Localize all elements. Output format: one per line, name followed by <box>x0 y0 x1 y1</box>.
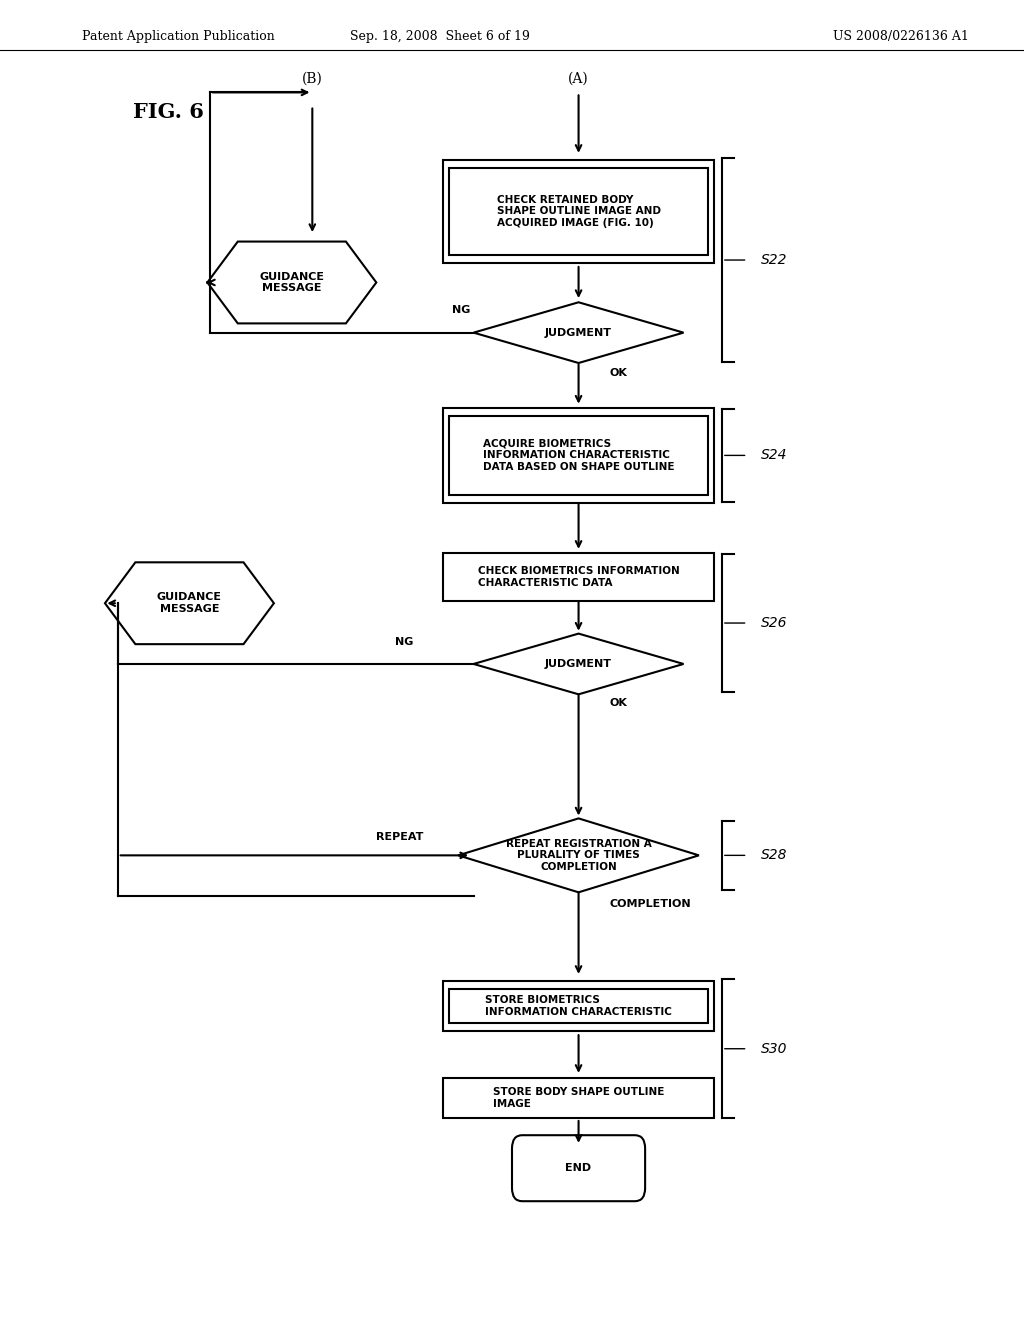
FancyBboxPatch shape <box>449 168 709 255</box>
Text: GUIDANCE
MESSAGE: GUIDANCE MESSAGE <box>157 593 222 614</box>
FancyBboxPatch shape <box>449 416 709 495</box>
Text: NG: NG <box>452 305 470 315</box>
Text: Patent Application Publication: Patent Application Publication <box>82 30 274 44</box>
Text: CHECK BIOMETRICS INFORMATION
CHARACTERISTIC DATA: CHECK BIOMETRICS INFORMATION CHARACTERIS… <box>477 566 680 587</box>
Text: REPEAT REGISTRATION A
PLURALITY OF TIMES
COMPLETION: REPEAT REGISTRATION A PLURALITY OF TIMES… <box>506 838 651 873</box>
Polygon shape <box>473 634 684 694</box>
FancyBboxPatch shape <box>442 553 715 601</box>
Text: JUDGMENT: JUDGMENT <box>545 327 612 338</box>
Text: END: END <box>565 1163 592 1173</box>
FancyBboxPatch shape <box>442 981 715 1031</box>
Text: COMPLETION: COMPLETION <box>609 899 691 909</box>
Text: JUDGMENT: JUDGMENT <box>545 659 612 669</box>
Text: CHECK RETAINED BODY
SHAPE OUTLINE IMAGE AND
ACQUIRED IMAGE (FIG. 10): CHECK RETAINED BODY SHAPE OUTLINE IMAGE … <box>497 194 660 228</box>
Text: OK: OK <box>609 368 627 379</box>
Text: GUIDANCE
MESSAGE: GUIDANCE MESSAGE <box>259 272 325 293</box>
Text: S26: S26 <box>761 616 787 630</box>
Text: OK: OK <box>609 698 627 709</box>
Text: S30: S30 <box>761 1041 787 1056</box>
Text: S22: S22 <box>761 253 787 267</box>
FancyBboxPatch shape <box>442 408 715 503</box>
Text: S24: S24 <box>761 449 787 462</box>
Polygon shape <box>104 562 274 644</box>
Polygon shape <box>458 818 698 892</box>
Text: STORE BODY SHAPE OUTLINE
IMAGE: STORE BODY SHAPE OUTLINE IMAGE <box>493 1088 665 1109</box>
FancyBboxPatch shape <box>512 1135 645 1201</box>
Text: REPEAT: REPEAT <box>376 832 423 842</box>
FancyBboxPatch shape <box>442 160 715 263</box>
FancyBboxPatch shape <box>449 989 709 1023</box>
Text: US 2008/0226136 A1: US 2008/0226136 A1 <box>834 30 969 44</box>
Polygon shape <box>207 242 377 323</box>
Text: S28: S28 <box>761 849 787 862</box>
Text: STORE BIOMETRICS
INFORMATION CHARACTERISTIC: STORE BIOMETRICS INFORMATION CHARACTERIS… <box>485 995 672 1016</box>
Text: ACQUIRE BIOMETRICS
INFORMATION CHARACTERISTIC
DATA BASED ON SHAPE OUTLINE: ACQUIRE BIOMETRICS INFORMATION CHARACTER… <box>482 438 675 473</box>
FancyBboxPatch shape <box>442 1078 715 1118</box>
Text: Sep. 18, 2008  Sheet 6 of 19: Sep. 18, 2008 Sheet 6 of 19 <box>350 30 530 44</box>
Text: (A): (A) <box>568 71 589 86</box>
Text: NG: NG <box>395 636 414 647</box>
Text: (B): (B) <box>302 71 323 86</box>
Text: FIG. 6: FIG. 6 <box>133 102 204 123</box>
Polygon shape <box>473 302 684 363</box>
